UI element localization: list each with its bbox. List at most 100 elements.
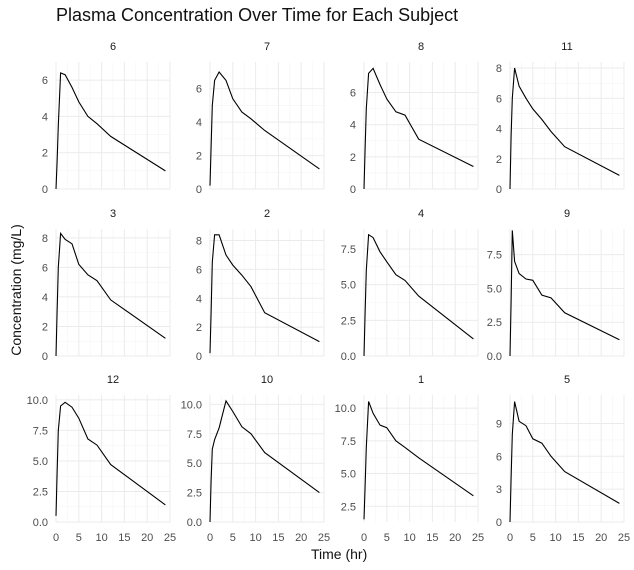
facet-label-subject-1: 1: [418, 374, 424, 386]
y-tick-label: 5.0: [33, 456, 48, 468]
y-tick-label: 4: [496, 124, 502, 136]
x-tick-label: 0: [207, 532, 213, 544]
y-tick-label: 6: [196, 84, 202, 96]
y-tick-label: 7.5: [187, 429, 202, 441]
x-tick-label: 20: [449, 532, 461, 544]
y-tick-label: 2: [42, 148, 48, 160]
y-tick-label: 0: [496, 517, 502, 529]
x-tick-label: 10: [403, 532, 415, 544]
x-tick-label: 15: [426, 532, 438, 544]
facet-label-subject-7: 7: [264, 41, 270, 53]
x-tick-label: 10: [549, 532, 561, 544]
facet-label-subject-10: 10: [261, 374, 273, 386]
x-tick-label: 25: [472, 532, 484, 544]
y-axis-label: Concentration (mg/L): [8, 224, 24, 356]
x-tick-label: 0: [361, 532, 367, 544]
y-tick-label: 10.0: [181, 399, 202, 411]
y-tick-label: 6: [42, 75, 48, 87]
y-tick-label: 0.0: [33, 517, 48, 529]
y-tick-label: 6: [350, 88, 356, 100]
y-tick-label: 5.0: [341, 469, 356, 481]
y-tick-label: 2: [42, 321, 48, 333]
x-tick-label: 15: [118, 532, 130, 544]
facet-label-subject-9: 9: [564, 208, 570, 220]
y-tick-label: 4: [42, 111, 48, 123]
x-tick-label: 5: [530, 532, 536, 544]
x-tick-label: 25: [618, 532, 630, 544]
chart-title: Plasma Concentration Over Time for Each …: [56, 5, 459, 25]
facet-label-subject-3: 3: [110, 208, 116, 220]
concentration-line-subject-1: [363, 401, 474, 520]
concentration-line-subject-5: [509, 401, 620, 523]
y-tick-label: 7.5: [33, 425, 48, 437]
y-tick-label: 0: [42, 351, 48, 363]
facet-label-subject-4: 4: [418, 208, 424, 220]
y-tick-label: 7.5: [341, 436, 356, 448]
y-tick-label: 8: [42, 233, 48, 245]
y-tick-label: 2: [196, 322, 202, 334]
y-tick-label: 0: [196, 184, 202, 196]
concentration-line-subject-4: [363, 233, 474, 357]
x-tick-label: 10: [249, 532, 261, 544]
concentration-line-subject-9: [509, 230, 620, 357]
facet-label-subject-8: 8: [418, 41, 424, 53]
y-tick-label: 2: [196, 151, 202, 163]
concentration-line-subject-12: [55, 401, 166, 516]
concentration-line-subject-3: [55, 231, 166, 357]
y-tick-label: 0.0: [487, 351, 502, 363]
y-tick-label: 2: [350, 152, 356, 164]
x-tick-label: 5: [76, 532, 82, 544]
x-tick-label: 15: [272, 532, 284, 544]
y-tick-label: 6: [496, 93, 502, 105]
concentration-line-subject-7: [209, 71, 320, 186]
y-tick-label: 2.5: [487, 317, 502, 329]
y-tick-label: 0.0: [341, 351, 356, 363]
x-tick-label: 25: [164, 532, 176, 544]
x-tick-label: 5: [384, 532, 390, 544]
facet-label-subject-6: 6: [110, 41, 116, 53]
x-tick-label: 15: [572, 532, 584, 544]
y-tick-label: 10.0: [27, 395, 48, 407]
y-tick-label: 4: [196, 293, 202, 305]
y-tick-label: 6: [196, 264, 202, 276]
y-tick-label: 4: [350, 120, 356, 132]
y-tick-label: 8: [196, 236, 202, 248]
y-tick-label: 0: [496, 184, 502, 196]
facet-label-subject-5: 5: [564, 374, 570, 386]
y-tick-label: 3: [496, 484, 502, 496]
y-tick-label: 6: [42, 262, 48, 274]
y-tick-label: 5.0: [487, 283, 502, 295]
concentration-line-subject-11: [509, 67, 620, 190]
y-tick-label: 4: [196, 117, 202, 129]
x-axis-label: Time (hr): [311, 546, 368, 562]
y-tick-label: 2.5: [341, 501, 356, 513]
x-tick-label: 20: [295, 532, 307, 544]
y-tick-label: 9: [496, 418, 502, 430]
y-tick-label: 0.0: [187, 517, 202, 529]
x-tick-label: 10: [95, 532, 107, 544]
concentration-line-subject-6: [55, 72, 166, 190]
concentration-line-subject-2: [209, 234, 320, 354]
y-tick-label: 5.0: [187, 458, 202, 470]
y-tick-label: 10.0: [335, 403, 356, 415]
concentration-line-subject-10: [209, 399, 320, 523]
x-tick-label: 5: [230, 532, 236, 544]
facet-label-subject-12: 12: [107, 374, 119, 386]
y-tick-label: 0: [350, 184, 356, 196]
x-tick-label: 0: [507, 532, 513, 544]
x-tick-label: 20: [141, 532, 153, 544]
x-tick-label: 25: [318, 532, 330, 544]
facet-label-subject-2: 2: [264, 208, 270, 220]
y-tick-label: 2: [496, 154, 502, 166]
y-tick-label: 8: [496, 63, 502, 75]
y-tick-label: 0: [42, 184, 48, 196]
y-tick-label: 7.5: [487, 250, 502, 262]
y-tick-label: 6: [496, 451, 502, 463]
y-tick-label: 7.5: [341, 244, 356, 256]
y-tick-label: 2.5: [187, 488, 202, 500]
x-tick-label: 20: [595, 532, 607, 544]
x-tick-label: 0: [53, 532, 59, 544]
y-tick-label: 4: [42, 292, 48, 304]
y-tick-label: 5.0: [341, 280, 356, 292]
